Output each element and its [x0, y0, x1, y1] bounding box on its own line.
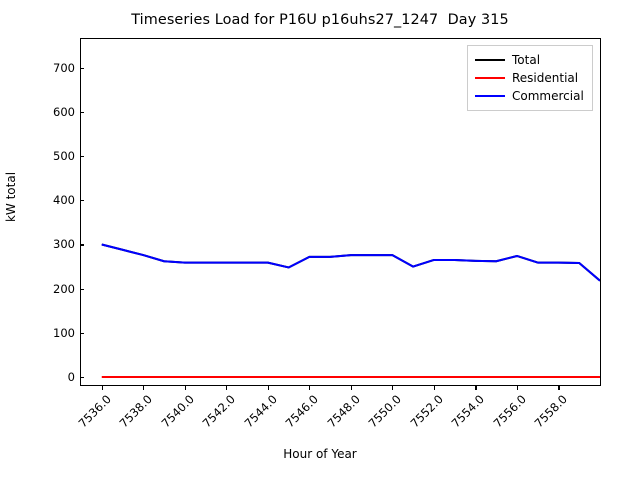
plot-area [80, 38, 601, 386]
x-tick-mark [475, 386, 477, 390]
y-tick-label: 700 [53, 60, 75, 75]
y-tick-label: 100 [53, 325, 75, 340]
plot-lines [101, 243, 600, 379]
x-tick-mark [392, 386, 394, 390]
series-line-commercial [101, 243, 600, 282]
x-tick-label: 7538.0 [116, 392, 156, 431]
legend-swatch-commercial [475, 95, 505, 97]
y-tick-mark [80, 332, 84, 334]
chart-legend: Total Residential Commercial [467, 45, 593, 111]
legend-swatch-total [475, 59, 505, 61]
x-tick-label: 7552.0 [407, 392, 446, 431]
x-axis-tick-marks [80, 386, 601, 392]
x-tick-mark [558, 386, 560, 390]
x-tick-label: 7548.0 [324, 392, 363, 431]
legend-label: Residential [512, 71, 579, 85]
y-axis-label: kW total [4, 171, 19, 223]
chart-title: Timeseries Load for P16U p16uhs27_1247 D… [131, 12, 509, 28]
x-tick-label: 7558.0 [532, 392, 571, 431]
legend-label: Total [512, 53, 541, 67]
y-tick-label: 500 [53, 149, 75, 164]
x-tick-mark [350, 386, 352, 390]
x-tick-label: 7542.0 [199, 392, 239, 431]
y-tick-mark [80, 111, 84, 113]
x-tick-mark [309, 386, 311, 390]
y-tick-label: 300 [53, 237, 75, 252]
y-axis-tick-marks [80, 38, 88, 386]
legend-item-total[interactable]: Total [475, 51, 584, 69]
legend-label: Commercial [512, 89, 584, 103]
y-tick-mark [80, 288, 84, 290]
legend-item-residential[interactable]: Residential [475, 69, 584, 87]
y-tick-mark [80, 200, 84, 202]
y-tick-label: 0 [67, 370, 75, 385]
x-tick-label: 7536.0 [75, 392, 114, 431]
x-tick-mark [226, 386, 228, 390]
y-tick-mark [80, 244, 84, 246]
x-tick-mark [101, 386, 103, 390]
x-tick-label: 7550.0 [365, 392, 405, 431]
x-tick-mark [433, 386, 435, 390]
x-tick-mark [267, 386, 269, 390]
x-tick-mark [516, 386, 519, 390]
x-tick-mark [143, 386, 145, 390]
y-tick-mark [80, 156, 84, 158]
y-tick-mark [80, 67, 84, 69]
x-tick-label: 7556.0 [490, 392, 529, 431]
x-axis-label: Hour of Year [283, 447, 357, 461]
x-tick-label: 7554.0 [448, 392, 488, 431]
x-tick-label: 7546.0 [282, 392, 322, 431]
y-axis-tick-labels: 0 100 200 300 400 500 600 700 [34, 38, 75, 386]
x-tick-label: 7540.0 [158, 392, 197, 431]
x-tick-mark [184, 386, 186, 390]
legend-swatch-residential [475, 77, 505, 79]
y-tick-label: 200 [53, 281, 75, 296]
y-tick-label: 600 [53, 104, 75, 119]
y-tick-label: 400 [53, 193, 75, 208]
x-tick-label: 7544.0 [241, 392, 280, 431]
legend-item-commercial[interactable]: Commercial [475, 87, 584, 105]
y-tick-mark [80, 377, 84, 379]
